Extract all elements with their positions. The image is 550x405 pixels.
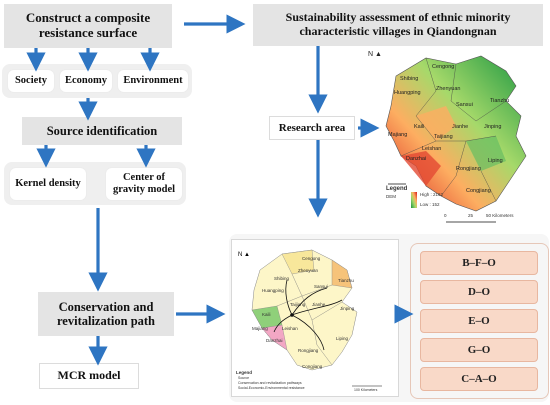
county-label: Sansui (456, 102, 473, 108)
path-item: C–A–O (420, 367, 538, 391)
north-arrow: N ▲ (238, 252, 250, 258)
legend-dem: DEM (386, 194, 396, 199)
composite-resistance-box: Construct a composite resistance surface (4, 4, 172, 48)
method-center-of-gravity: Center of gravity model (106, 168, 182, 200)
county-label: Congjiang (302, 364, 323, 369)
county-label: Rongjiang (298, 348, 319, 353)
path-item: D–O (420, 280, 538, 304)
county-label: Tianzhu (338, 278, 354, 283)
county-label: Cengong (302, 256, 321, 261)
scale-label: 100 Kilometers (354, 388, 378, 392)
legend-item: Social-Economic-Environmental resistance (238, 386, 305, 390)
legend-low: Low : 152 (420, 202, 440, 207)
scale-label: 0 (444, 213, 447, 218)
legend-item: Conservation and revitalization pathways (238, 381, 302, 385)
path-map-graphic: N ▲ (238, 249, 382, 387)
county-label: Rongjiang (456, 166, 481, 172)
county-label: Jianhe (312, 302, 326, 307)
county-label: Danzhai (266, 338, 283, 343)
county-label: Sansui (314, 284, 328, 289)
path-map: N ▲ Cengong Zhenyuan Shibing Huangping S… (232, 240, 398, 396)
county-label: Jianhe (452, 124, 469, 130)
county-label: Kaili (262, 312, 271, 317)
north-arrow: N ▲ (368, 51, 382, 58)
source-identification-box: Source identification (22, 117, 182, 145)
assessment-box: Sustainability assessment of ethnic mino… (253, 4, 543, 46)
mcr-model-box: MCR model (40, 364, 138, 388)
county-label: Jinping (484, 124, 502, 130)
path-item: E–O (420, 309, 538, 333)
legend-title: Legend (386, 186, 408, 192)
county-label: Huangping (394, 90, 421, 96)
county-label: Tianzhu (490, 98, 510, 104)
legend-item: Source (238, 376, 250, 380)
county-label: Congjiang (466, 188, 491, 194)
legend-title: Legend (236, 370, 253, 375)
county-label: Shibing (400, 76, 419, 82)
county-label: Shibing (274, 276, 290, 281)
dem-map-graphic: N ▲ (368, 51, 527, 223)
county-label: Jinping (340, 306, 355, 311)
county-label: Liping (488, 158, 503, 164)
dem-map: N ▲ Cengong Shibing Zhenyuan Huangping S… (356, 46, 550, 236)
county-label: Danzhai (406, 156, 427, 162)
county-label: Huangping (262, 288, 284, 293)
legend-high: High : 2162 (420, 192, 444, 197)
dem-legend-ramp (411, 192, 417, 208)
factor-society: Society (8, 70, 54, 92)
path-item: G–O (420, 338, 538, 362)
county-label: Majiang (252, 326, 268, 331)
path-item: B–F–O (420, 251, 538, 275)
source-point (290, 313, 294, 317)
county-label: Leishan (282, 326, 298, 331)
county-label: Taijiang (290, 302, 306, 307)
county-label: Zhenyuan (436, 86, 461, 92)
factor-economy: Economy (60, 70, 112, 92)
county-label: Kaili (414, 124, 425, 130)
factor-environment: Environment (118, 70, 188, 92)
scale-label: 50 Kilometers (486, 213, 514, 218)
method-kernel-density: Kernel density (10, 168, 86, 200)
county-label: Zhenyuan (298, 268, 319, 273)
county-label: Cengong (432, 64, 455, 70)
county-label: Liping (336, 336, 349, 341)
research-area-box: Research area (270, 117, 354, 139)
conservation-path-box: Conservation and revitalization path (38, 292, 174, 336)
county-label: Leishan (422, 146, 442, 152)
county-label: Taijiang (434, 134, 453, 140)
scale-label: 25 (468, 213, 474, 218)
county-label: Majiang (388, 132, 408, 138)
